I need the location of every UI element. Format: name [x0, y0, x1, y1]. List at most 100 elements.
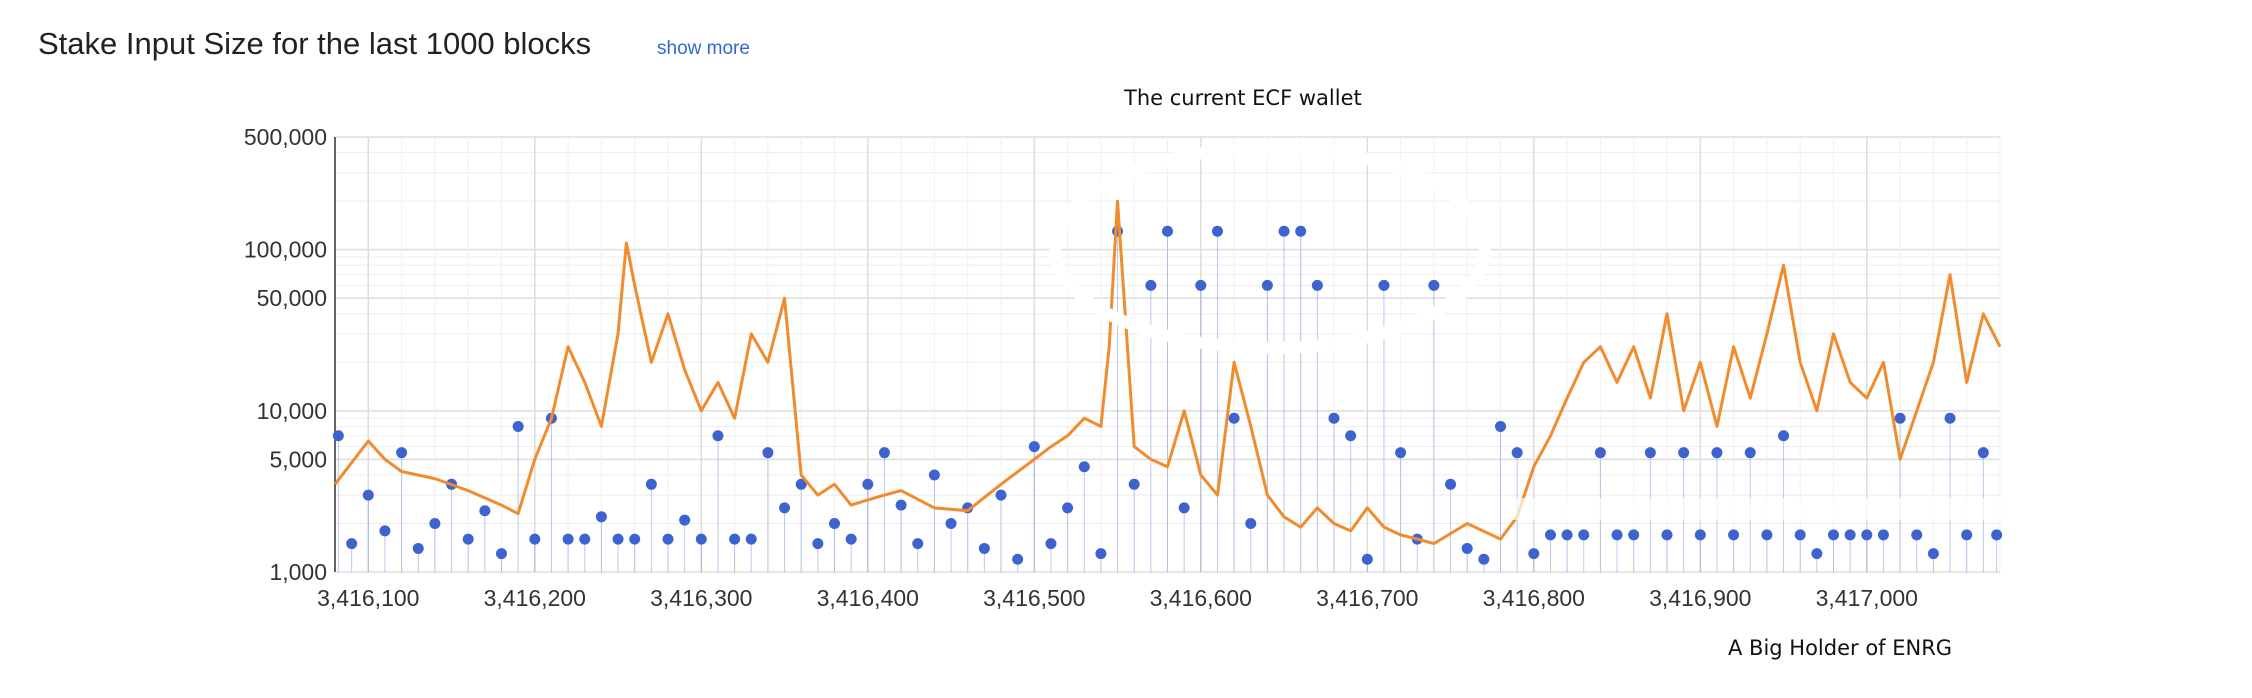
- data-point: [1112, 225, 1124, 237]
- data-point: [895, 499, 907, 511]
- x-tick-label: 3,416,800: [1483, 585, 1585, 611]
- data-point: [1162, 225, 1173, 237]
- data-point: [1045, 538, 1057, 550]
- data-point: [1594, 447, 1606, 459]
- data-point: [1528, 548, 1540, 560]
- data-point: [1877, 529, 1889, 541]
- x-tick-label: 3,417,000: [1816, 585, 1918, 611]
- data-point: [1628, 529, 1640, 541]
- x-tick-label: 3,416,300: [650, 585, 752, 611]
- data-point: [379, 525, 391, 537]
- data-point: [1378, 279, 1390, 291]
- x-tick-label: 3,416,400: [817, 585, 919, 611]
- data-point: [1145, 279, 1157, 291]
- data-point: [629, 533, 641, 545]
- y-tick-label: 10,000: [257, 398, 327, 424]
- data-point: [346, 538, 358, 550]
- data-point: [928, 469, 940, 481]
- data-point: [1461, 542, 1473, 554]
- data-point: [1828, 529, 1839, 541]
- data-point: [1128, 478, 1140, 490]
- data-point: [745, 533, 757, 545]
- data-point: [1511, 447, 1523, 459]
- data-point: [1961, 529, 1973, 541]
- data-point: [1395, 447, 1407, 459]
- data-point: [1694, 529, 1706, 541]
- data-point: [1927, 548, 1939, 560]
- x-tick-label: 3,416,600: [1150, 585, 1252, 611]
- data-point: [396, 447, 408, 459]
- data-point: [1095, 548, 1107, 560]
- data-point: [562, 533, 574, 545]
- y-tick-label: 500,000: [244, 124, 327, 150]
- data-point: [1278, 225, 1290, 237]
- x-tick-label: 3,416,900: [1649, 585, 1751, 611]
- data-point: [795, 478, 807, 490]
- data-point: [1195, 279, 1207, 291]
- grid-layer: [334, 136, 2001, 573]
- data-point: [1944, 412, 1956, 424]
- data-point: [1495, 420, 1506, 432]
- y-tick-label: 50,000: [257, 285, 327, 311]
- data-point: [762, 447, 774, 459]
- data-point: [645, 478, 657, 490]
- big-holder-highlight: [1505, 498, 2005, 520]
- data-point: [695, 533, 707, 545]
- data-point: [579, 533, 591, 545]
- show-more-link[interactable]: show more: [657, 38, 750, 59]
- data-point: [845, 533, 857, 545]
- data-point: [332, 430, 344, 442]
- data-point: [878, 447, 890, 459]
- data-point: [1361, 553, 1373, 565]
- data-point: [512, 420, 524, 432]
- data-point: [1794, 529, 1806, 541]
- data-point: [1544, 529, 1556, 541]
- x-tick-label: 3,416,500: [983, 585, 1085, 611]
- data-point: [1911, 529, 1923, 541]
- chart-title: Stake Input Size for the last 1000 block…: [38, 26, 592, 61]
- data-point: [496, 548, 507, 560]
- data-point: [429, 517, 441, 529]
- y-tick-label: 1,000: [269, 559, 327, 585]
- data-point: [1012, 553, 1024, 565]
- y-tick-label: 5,000: [269, 446, 327, 472]
- data-point: [1228, 412, 1240, 424]
- data-point: [1711, 447, 1723, 459]
- data-point: [1861, 529, 1873, 541]
- data-point: [862, 478, 874, 490]
- data-point: [978, 542, 990, 554]
- x-tick-label: 3,416,700: [1316, 585, 1418, 611]
- data-point: [1245, 517, 1257, 529]
- data-point: [1977, 447, 1989, 459]
- data-point: [1611, 529, 1623, 541]
- data-point: [1328, 412, 1340, 424]
- data-point: [945, 517, 957, 529]
- data-point: [595, 511, 607, 523]
- x-tick-label: 3,416,100: [317, 585, 419, 611]
- y-tick-label: 100,000: [244, 237, 327, 263]
- big-holder-annotation: A Big Holder of ENRG: [1728, 636, 1953, 660]
- ecf-wallet-annotation: The current ECF wallet: [1124, 86, 1362, 110]
- data-point: [1761, 529, 1773, 541]
- data-point: [1295, 225, 1307, 237]
- data-point: [1261, 279, 1273, 291]
- data-point: [1894, 412, 1906, 424]
- data-point: [1728, 529, 1740, 541]
- orange-series-layer: [333, 199, 2002, 546]
- data-point: [729, 533, 741, 545]
- data-point: [1661, 529, 1673, 541]
- data-point: [1028, 441, 1040, 453]
- data-point: [462, 533, 474, 545]
- data-point: [612, 533, 624, 545]
- data-point: [779, 502, 791, 514]
- data-point: [679, 514, 691, 526]
- data-point: [1478, 553, 1490, 565]
- data-point: [1578, 529, 1590, 541]
- data-point: [812, 538, 824, 550]
- data-point: [1211, 225, 1223, 237]
- data-point: [362, 489, 374, 501]
- data-point: [1991, 529, 2003, 541]
- data-point: [712, 430, 724, 442]
- data-point: [1178, 502, 1190, 514]
